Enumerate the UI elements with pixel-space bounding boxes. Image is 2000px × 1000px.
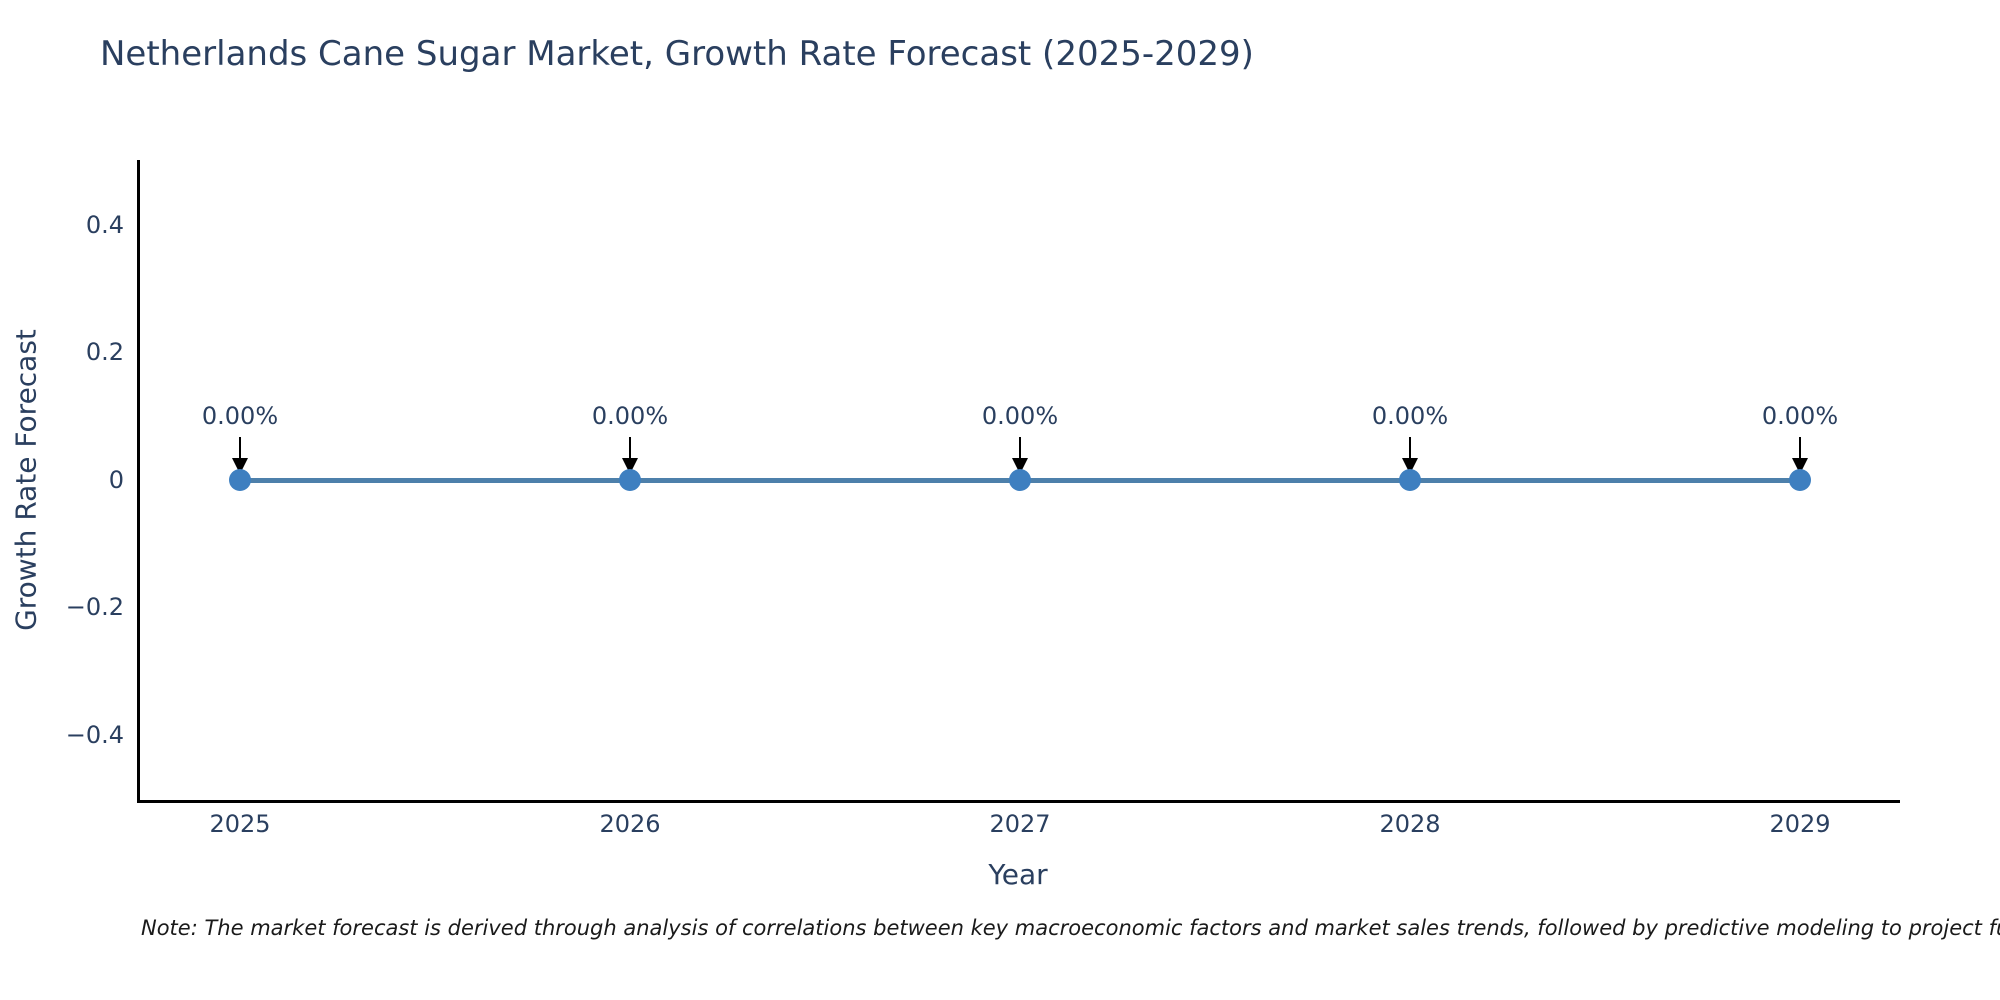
x-tick-label-2026: 2026 (599, 810, 661, 838)
annotation-label-2029: 0.00% (1761, 402, 1839, 430)
x-tick-label-2029: 2029 (1769, 810, 1831, 838)
y-tick-label-0.2: 0.2 (85, 338, 124, 366)
y-tick-label-neg0.4: −0.4 (65, 721, 124, 749)
annotation-arrow-2029 (1799, 437, 1801, 462)
annotation-arrow-2025 (239, 437, 241, 462)
x-tick-label-2028: 2028 (1379, 810, 1441, 838)
annotation-label-2025: 0.00% (201, 402, 279, 430)
data-point-marker-2025 (229, 469, 251, 491)
chart-title: Netherlands Cane Sugar Market, Growth Ra… (100, 34, 1254, 74)
annotation-arrow-2026 (629, 437, 631, 462)
y-tick-label-neg0.2: −0.2 (65, 593, 124, 621)
x-tick-label-2025: 2025 (209, 810, 271, 838)
annotation-arrow-2027 (1019, 437, 1021, 462)
footnote-container: Note: The market forecast is derived thr… (0, 916, 2000, 940)
data-point-marker-2026 (619, 469, 641, 491)
data-point-marker-2027 (1009, 469, 1031, 491)
x-tick-label-2027: 2027 (989, 810, 1051, 838)
x-axis-line (137, 800, 1900, 803)
y-tick-label-0.4: 0.4 (85, 211, 124, 239)
y-tick-label-0: 0 (108, 466, 124, 494)
y-axis-line (137, 160, 140, 803)
data-point-marker-2028 (1399, 469, 1421, 491)
footnote: Note: The market forecast is derived thr… (141, 916, 2000, 940)
annotation-label-2027: 0.00% (981, 402, 1059, 430)
data-point-marker-2029 (1789, 469, 1811, 491)
annotation-label-2028: 0.00% (1371, 402, 1449, 430)
x-axis-title: Year (988, 858, 1048, 891)
annotation-label-2026: 0.00% (591, 402, 669, 430)
annotation-arrow-2028 (1409, 437, 1411, 462)
